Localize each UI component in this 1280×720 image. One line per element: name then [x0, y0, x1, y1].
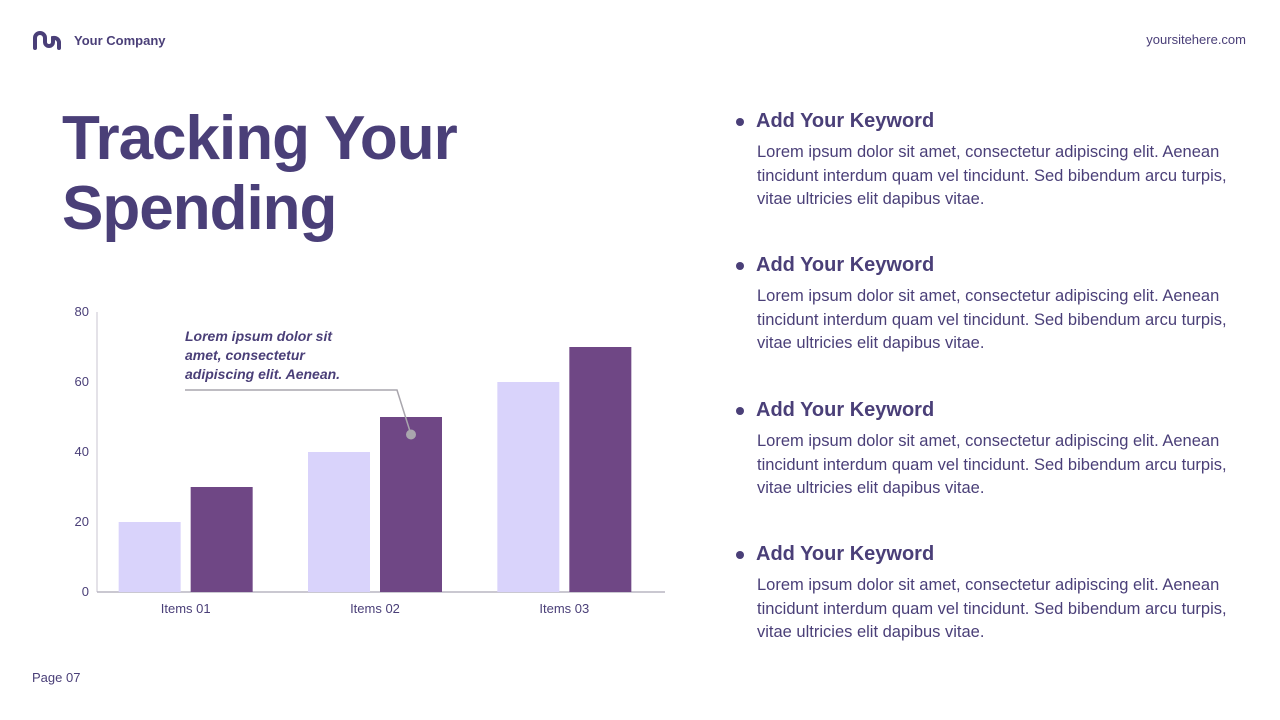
- bar-dark: [569, 347, 632, 592]
- bar-light: [497, 382, 560, 592]
- bar-light: [118, 522, 181, 592]
- callout-text: Lorem ipsum dolor sit: [185, 328, 333, 344]
- keyword-item: Add Your Keyword Lorem ipsum dolor sit am…: [736, 254, 1236, 356]
- y-tick-label: 0: [82, 584, 89, 599]
- bullet-icon: [736, 117, 744, 126]
- y-tick-label: 60: [75, 374, 89, 389]
- keyword-title: Add Your Keyword: [756, 543, 935, 565]
- y-tick-label: 40: [75, 444, 89, 459]
- callout-text: adipiscing elit. Aenean.: [185, 366, 340, 382]
- bullet-icon: [736, 406, 744, 415]
- keyword-item: Add Your Keyword Lorem ipsum dolor sit am…: [736, 543, 1236, 645]
- keyword-body: Lorem ipsum dolor sit amet, consectetur …: [757, 432, 1227, 497]
- keyword-item: Add Your Keyword Lorem ipsum dolor sit am…: [736, 110, 1236, 212]
- x-tick-label: Items 03: [539, 601, 589, 616]
- bar-dark: [380, 417, 442, 592]
- bar-dark: [190, 487, 253, 592]
- keyword-heading: Add Your Keyword: [736, 254, 1236, 277]
- keyword-heading: Add Your Keyword: [736, 110, 1236, 133]
- bullet-icon: [736, 261, 744, 270]
- bullet-icon: [736, 550, 744, 559]
- keyword-heading: Add Your Keyword: [736, 543, 1236, 566]
- callout-dot: [406, 429, 416, 440]
- m-logo-icon: [33, 31, 61, 50]
- site-url[interactable]: yoursitehere.com: [1146, 32, 1246, 47]
- company-name: Your Company: [74, 32, 166, 48]
- callout-line: [185, 389, 412, 435]
- keyword-body: Lorem ipsum dolor sit amet, consectetur …: [757, 287, 1227, 352]
- keyword-heading: Add Your Keyword: [736, 399, 1236, 422]
- keyword-title: Add Your Keyword: [756, 254, 935, 276]
- bar-chart: 0 20 40 60 80 Items 01 Items 02 Items 03 Lorem i…: [75, 304, 665, 616]
- title-line-2: Spending: [62, 174, 337, 243]
- keyword-body: Lorem ipsum dolor sit amet, consectetur …: [757, 143, 1227, 208]
- keyword-body: Lorem ipsum dolor sit amet, consectetur …: [757, 576, 1227, 641]
- bar-light: [308, 452, 370, 592]
- keyword-title: Add Your Keyword: [756, 399, 935, 421]
- x-tick-label: Items 02: [350, 601, 400, 616]
- keyword-title: Add Your Keyword: [756, 110, 935, 132]
- title-line-1: Tracking Your: [62, 104, 458, 173]
- y-tick-label: 80: [75, 304, 89, 319]
- callout-text: amet, consectetur: [185, 347, 306, 363]
- page-number: Page 07: [32, 670, 81, 685]
- company-logo: Your Company: [32, 30, 166, 50]
- y-tick-label: 20: [75, 514, 89, 529]
- x-tick-label: Items 01: [161, 601, 211, 616]
- page-title: Tracking Your Spending: [62, 104, 458, 244]
- keyword-item: Add Your Keyword Lorem ipsum dolor sit am…: [736, 399, 1236, 501]
